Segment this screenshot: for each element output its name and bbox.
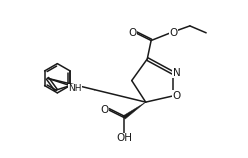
Text: O: O — [169, 28, 178, 38]
Polygon shape — [123, 102, 146, 119]
Text: OH: OH — [116, 133, 132, 143]
Text: O: O — [173, 91, 181, 101]
Text: O: O — [100, 105, 109, 115]
Text: NH: NH — [68, 85, 82, 94]
Text: N: N — [173, 68, 181, 78]
Text: O: O — [128, 28, 137, 38]
